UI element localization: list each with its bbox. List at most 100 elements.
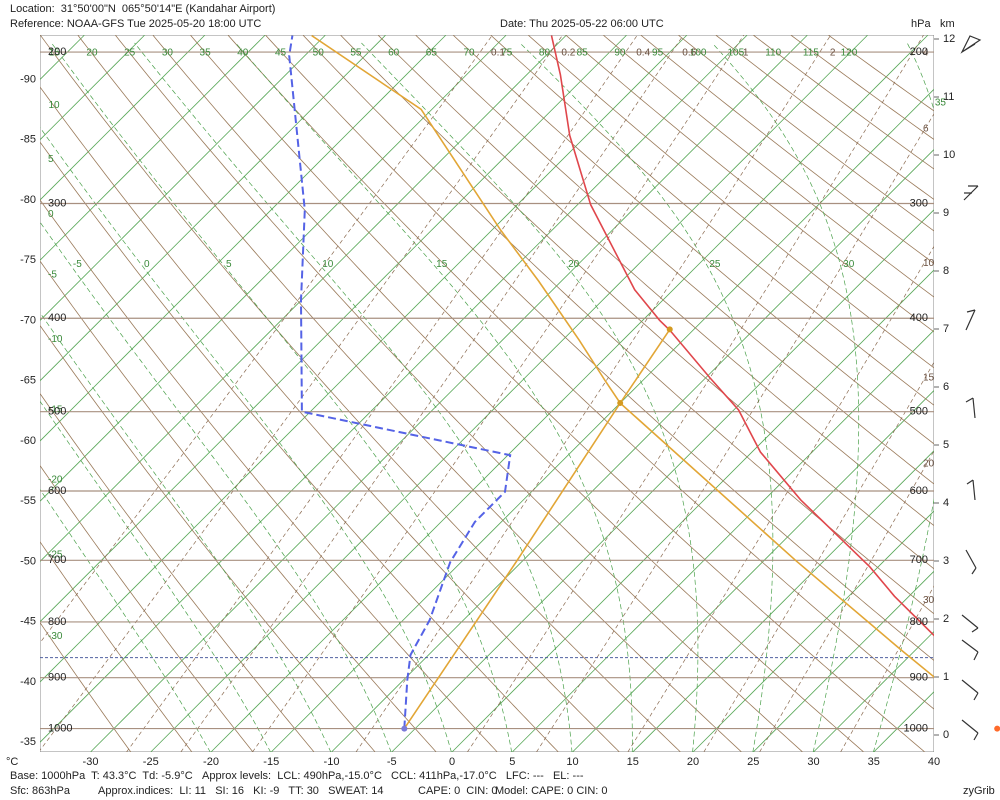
km-label: 10 (943, 149, 955, 161)
dry-adiabat-label: 30 (162, 48, 174, 59)
dry-adiabat-label: 25 (124, 48, 136, 59)
dry-adiabat-label: 60 (388, 48, 400, 59)
pressure-label-left: 400 (48, 312, 66, 324)
mixing-ratio-line (536, 113, 934, 752)
isotherm (511, 329, 934, 752)
pressure-unit: hPa (911, 18, 931, 30)
mixing-ratio-label: 2 (830, 48, 836, 59)
dry-adiabat (377, 35, 934, 527)
isotherm (40, 35, 447, 442)
footer-indices: Approx.indices: LI: 11 SI: 16 KI: -9 TT:… (98, 785, 384, 797)
mixing-ratio-label: 15 (923, 373, 935, 384)
dry-adiabat-label: -30 (48, 631, 63, 642)
mixing-ratio-label: 4 (923, 48, 929, 59)
level-marker (401, 725, 408, 732)
mixing-ratio-line (40, 35, 563, 751)
isotherm-label: -55 (20, 495, 36, 507)
x-tick-label: 20 (687, 756, 699, 768)
pressure-label-right: 500 (910, 406, 928, 418)
isotherm (40, 35, 567, 563)
isotherm-label: -60 (20, 435, 36, 447)
x-tick-label: 10 (566, 756, 578, 768)
wind-barb (965, 309, 976, 331)
dry-adiabat-label: 120 (841, 48, 858, 59)
isotherm-label: -90 (20, 73, 36, 85)
x-tick-label: 0 (449, 756, 455, 768)
dry-adiabat-label: 0 (48, 209, 54, 220)
mixing-ratio-line (180, 35, 684, 752)
isotherm-label: -65 (20, 375, 36, 387)
dry-adiabat (527, 35, 934, 369)
x-axis-label: °C (6, 756, 18, 768)
dry-adiabat (227, 35, 934, 710)
mixing-ratio-label: 0.6 (682, 48, 696, 59)
dry-adiabat (265, 35, 934, 662)
dry-adiabat-label: 35 (200, 48, 212, 59)
wind-barb (961, 614, 979, 633)
dry-adiabat (40, 35, 681, 752)
moist-adiabat-label: 30 (843, 259, 855, 270)
sounding-line (403, 402, 621, 730)
mixing-ratio-line (627, 245, 934, 752)
isotherm (572, 389, 934, 752)
x-tick-label: -30 (83, 756, 99, 768)
mixing-ratio-line (252, 35, 745, 752)
isotherm (40, 35, 206, 201)
dry-adiabat (40, 621, 132, 752)
moist-adiabat (361, 42, 699, 752)
isotherm (391, 209, 934, 752)
dry-adiabat-label: 105 (727, 48, 744, 59)
x-tick-label: 5 (509, 756, 515, 768)
dry-adiabat (415, 35, 934, 485)
km-label: 4 (943, 497, 949, 509)
wind-barb (961, 639, 979, 661)
dry-adiabat (40, 392, 315, 752)
pressure-label-left: 600 (48, 485, 66, 497)
x-tick-label: 25 (747, 756, 759, 768)
dry-adiabat (565, 35, 934, 333)
dry-adiabat-label: -25 (48, 550, 63, 561)
isotherm-label: -40 (20, 676, 36, 688)
sounding-line (619, 328, 671, 404)
dry-adiabat (640, 35, 934, 264)
isotherm (40, 35, 326, 322)
moist-adiabat-label: 5 (226, 259, 232, 270)
isotherm-label: -80 (20, 194, 36, 206)
km-label: 8 (943, 265, 949, 277)
footer-levels: Approx levels: LCL: 490hPa,-15.0°C CCL: … (202, 770, 584, 782)
mixing-ratio-label: 1 (743, 48, 749, 59)
pressure-label-right: 1000 (904, 722, 928, 734)
moist-adiabat-label: 10 (322, 259, 334, 270)
height-unit: km (940, 18, 955, 30)
moist-adiabat-label: 20 (568, 259, 580, 270)
km-label: 7 (943, 323, 949, 335)
dry-adiabat-label: 80 (539, 48, 551, 59)
dry-adiabat (340, 35, 934, 570)
wind-barb (966, 479, 976, 501)
brand: zyGrib (963, 785, 995, 797)
km-label: 11 (943, 91, 954, 103)
dry-adiabat (40, 260, 437, 752)
pressure-label-left: 200 (48, 46, 66, 58)
isotherm (270, 88, 934, 752)
isotherm (40, 35, 628, 623)
dry-adiabat-label: 5 (48, 154, 54, 165)
x-tick-label: -20 (203, 756, 219, 768)
dry-adiabat-label: -10 (48, 334, 63, 345)
moist-adiabat-label: -5 (73, 259, 82, 270)
x-tick-label: -15 (263, 756, 279, 768)
dry-adiabat-label: -5 (48, 270, 57, 281)
footer-cape: CAPE: 0 CIN: 0 (418, 785, 497, 797)
footer-sfc: Sfc: 863hPa (10, 785, 71, 797)
moist-adiabat-label: 15 (436, 259, 448, 270)
dry-adiabat-label: 75 (501, 48, 513, 59)
wind-barb (961, 719, 979, 741)
dry-adiabat-label: 70 (464, 48, 476, 59)
isotherm (90, 35, 808, 752)
x-tick-label: 40 (928, 756, 940, 768)
pressure-label-right: 700 (910, 554, 928, 566)
location: Location: 31°50'00"N 065°50'14"E (Kandah… (10, 3, 275, 15)
isotherm (40, 35, 266, 261)
